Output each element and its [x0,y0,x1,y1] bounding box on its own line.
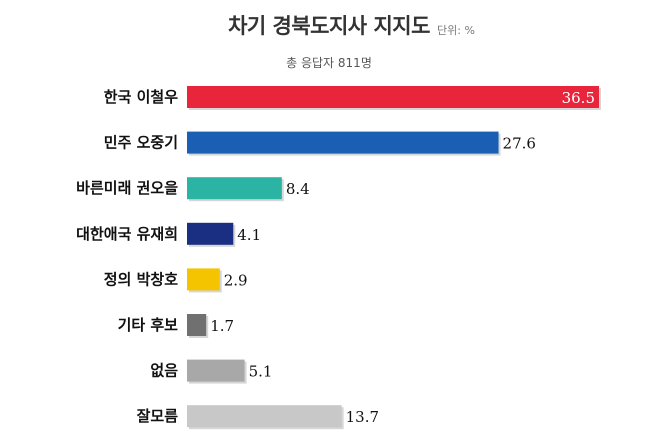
value-label: 27.6 [503,135,536,153]
bar [187,177,282,200]
category-label: 잘모름 [137,407,179,425]
value-label: 5.1 [249,363,273,381]
category-label: 민주 오중기 [104,134,178,152]
value-label: 36.5 [562,89,595,107]
category-label: 정의 박창호 [104,270,178,288]
value-label: 1.7 [210,317,234,335]
bar [187,359,245,382]
bar [187,222,234,245]
bar [187,131,499,154]
value-label: 4.1 [237,226,261,244]
category-label: 한국 이철우 [104,88,178,106]
unit-label: 단위: % [437,24,475,37]
category-label: 대한애국 유재희 [76,225,178,243]
category-label: 바른미래 권오을 [76,179,178,197]
bar [187,268,220,291]
bar [187,405,342,428]
category-label: 없음 [150,362,178,380]
chart-title: 차기 경북도지사 지지도 [228,14,430,38]
value-label: 13.7 [346,408,379,426]
chart-subtitle: 총 응답자 811명 [286,56,372,70]
bar [187,314,207,336]
value-label: 8.4 [286,180,310,198]
category-label: 기타 후보 [118,316,179,334]
value-label: 2.9 [224,271,248,289]
bar [187,86,599,108]
